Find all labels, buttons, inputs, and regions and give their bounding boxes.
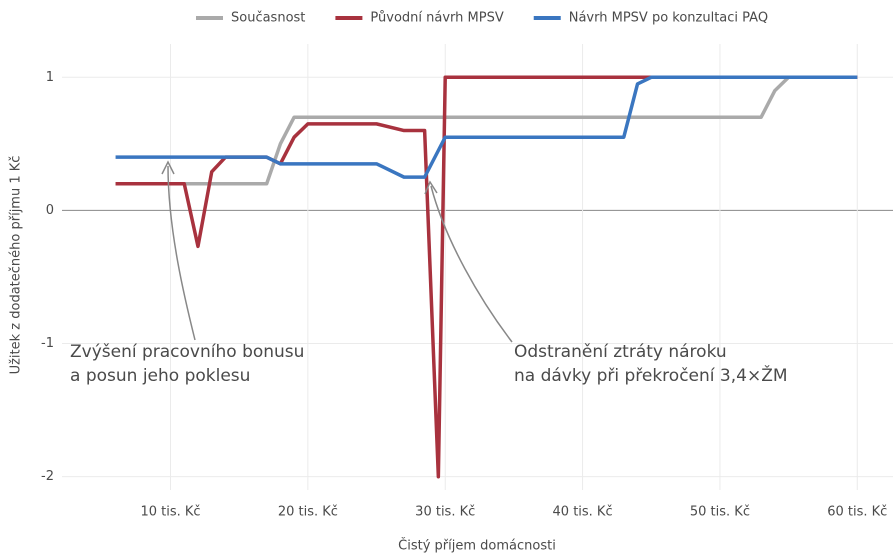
y-tick-label: -1 bbox=[41, 336, 54, 351]
legend-label: Současnost bbox=[231, 11, 305, 26]
grid bbox=[62, 44, 893, 490]
x-tick-label: 30 tis. Kč bbox=[415, 505, 475, 520]
legend: Současnost Původní návrh MPSV Návrh MPSV p… bbox=[196, 11, 768, 26]
annotation: na dávky při překročení 3,4×ŽM bbox=[514, 364, 788, 386]
annotation: Odstranění ztráty nároku bbox=[514, 342, 727, 362]
legend-label: Původní návrh MPSV bbox=[370, 11, 503, 26]
annotation: Zvýšení pracovního bonusu bbox=[70, 342, 304, 362]
annotation: a posun jeho poklesu bbox=[70, 366, 250, 386]
series-line bbox=[115, 75, 858, 186]
x-tick-label: 40 tis. Kč bbox=[553, 505, 613, 520]
annotation-arrowhead bbox=[424, 180, 438, 195]
legend-label: Návrh MPSV po konzultaci PAQ bbox=[569, 11, 768, 26]
x-tick-label: 50 tis. Kč bbox=[690, 505, 750, 520]
series-line bbox=[115, 75, 858, 179]
y-axis-title: Užitek z dodatečného příjmu 1 Kč bbox=[9, 156, 24, 375]
annotation-arrow bbox=[167, 165, 196, 341]
lines bbox=[115, 75, 858, 479]
x-tick-label: 20 tis. Kč bbox=[278, 505, 338, 520]
annotation-arrow bbox=[430, 185, 513, 343]
x-tick-label: 60 tis. Kč bbox=[827, 505, 887, 520]
annotation-arrowhead bbox=[161, 160, 175, 175]
y-tick-label: 0 bbox=[46, 203, 54, 218]
x-axis-title: Čistý příjem domácnosti bbox=[398, 538, 556, 554]
x-tick-label: 10 tis. Kč bbox=[140, 505, 200, 520]
y-tick-label: 1 bbox=[46, 70, 54, 85]
y-tick-label: -2 bbox=[41, 469, 54, 484]
